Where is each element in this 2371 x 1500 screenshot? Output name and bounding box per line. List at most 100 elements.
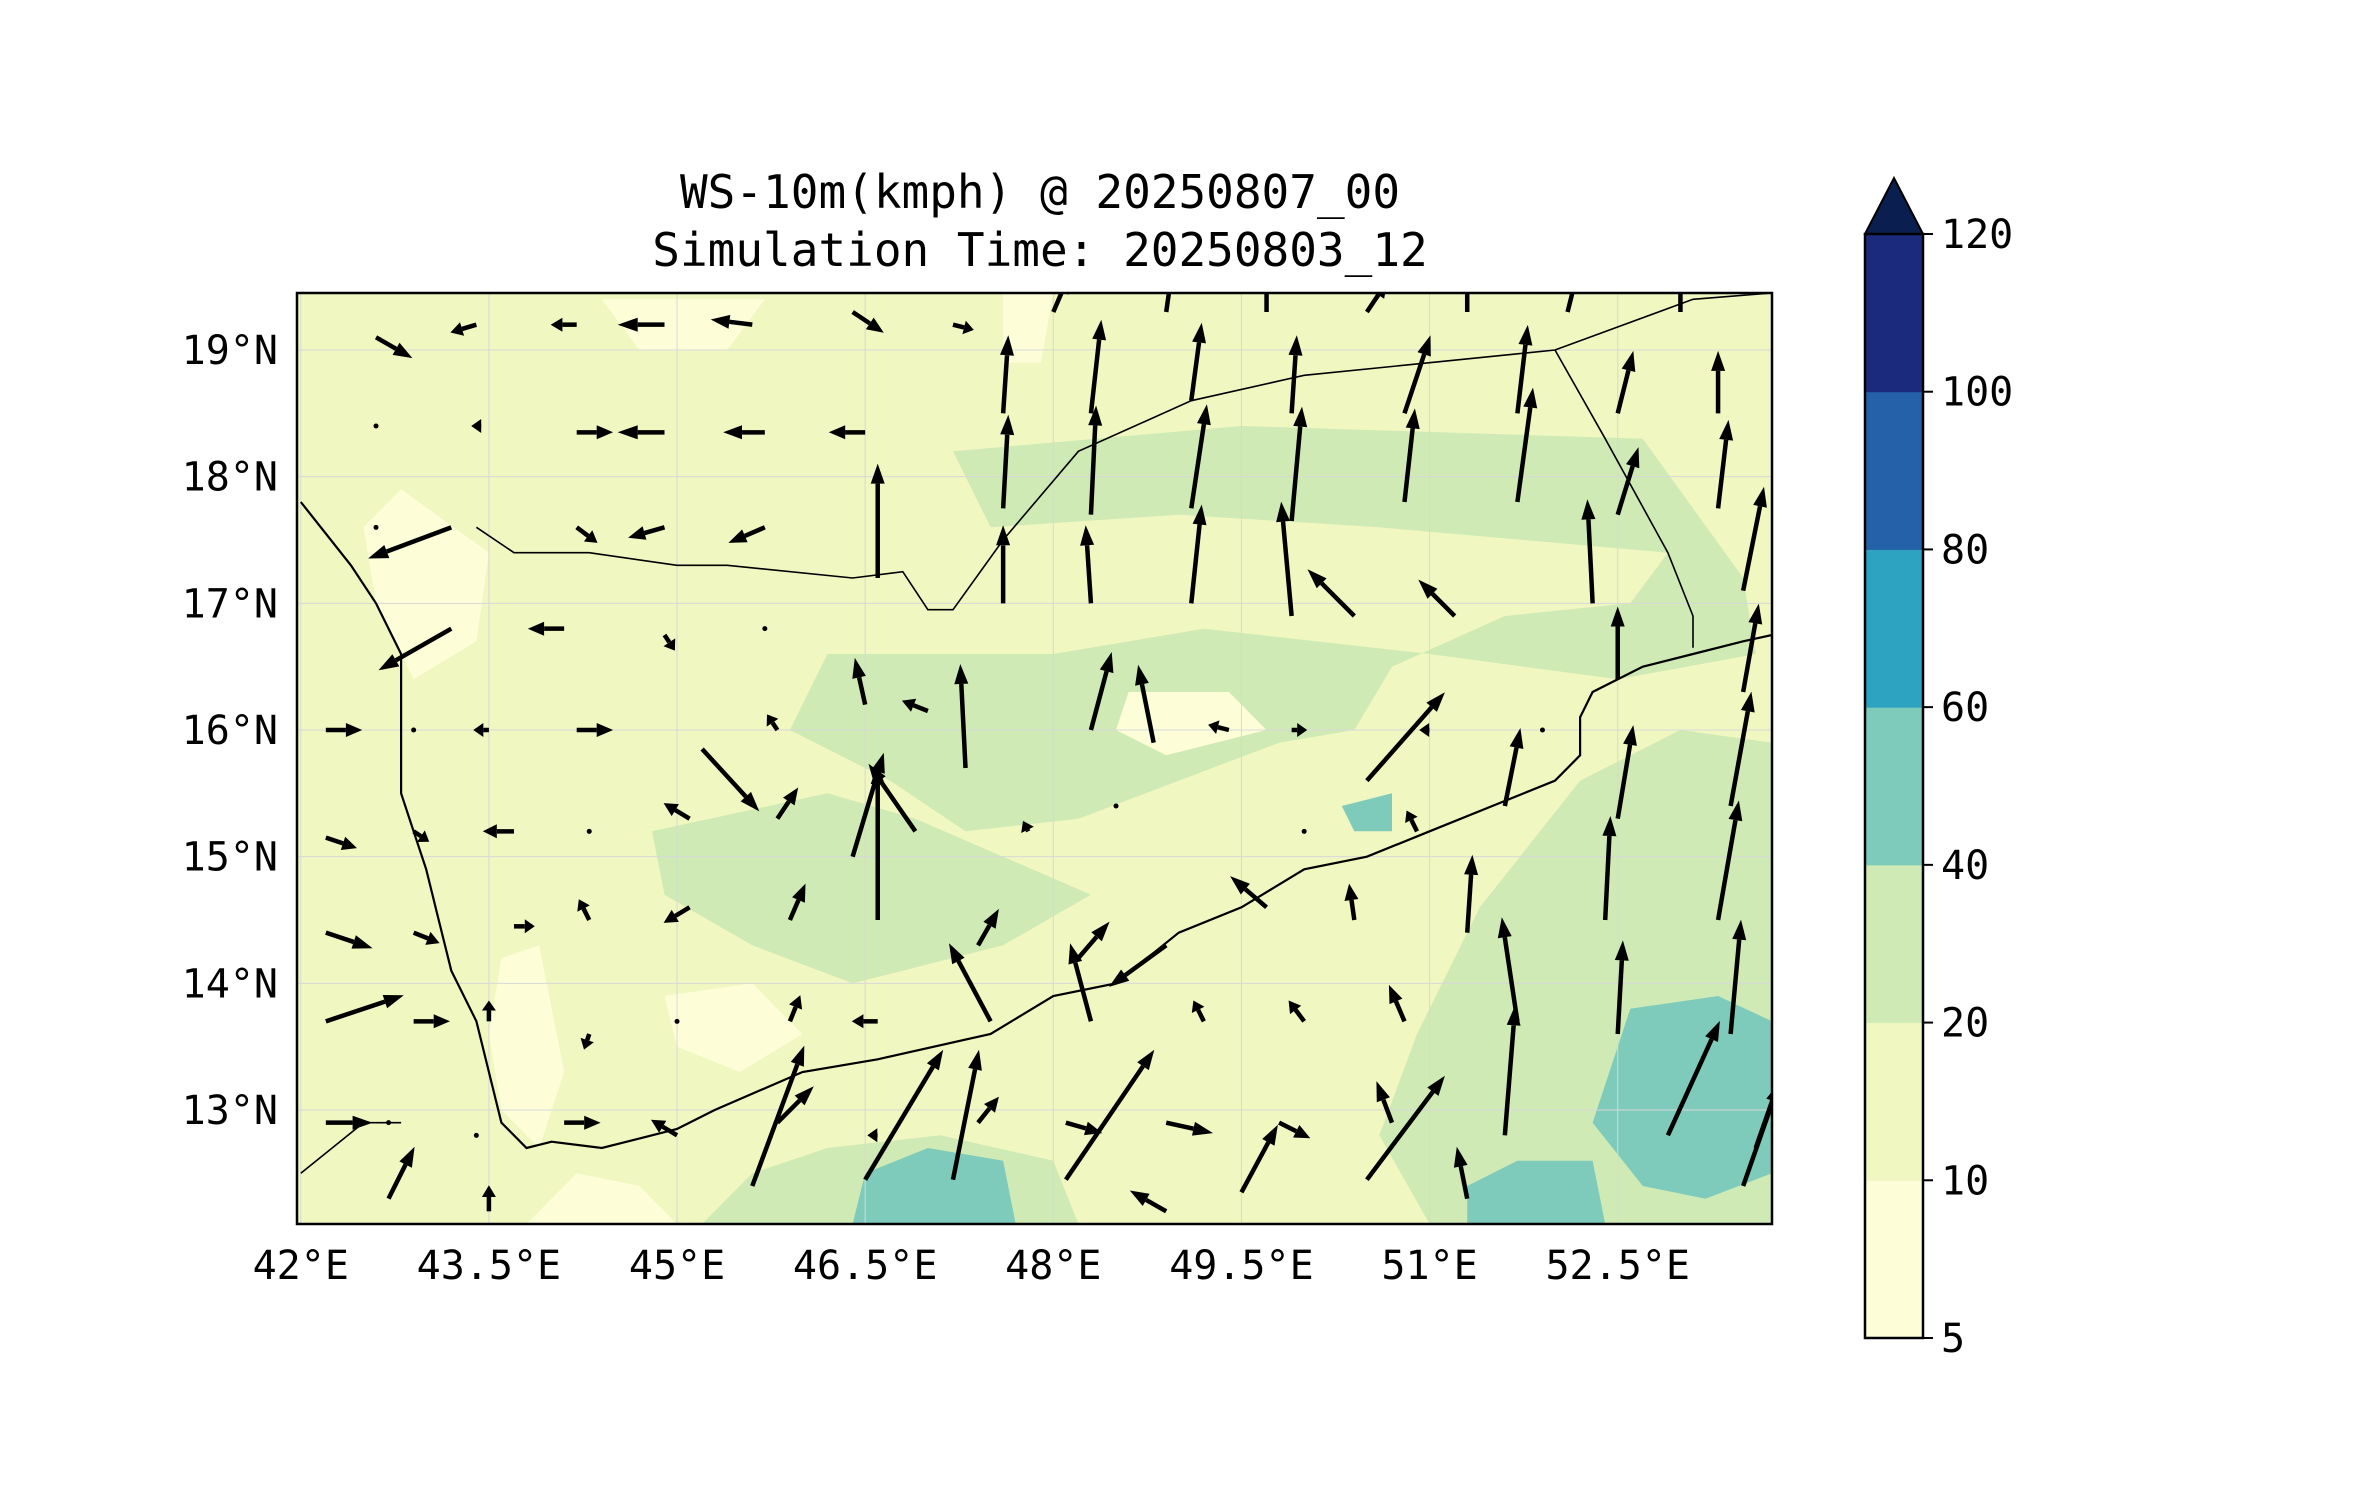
wind-arrow xyxy=(1135,664,1156,744)
wind-arrow xyxy=(700,747,760,812)
colorbar-band xyxy=(1865,864,1923,1024)
wind-arrow xyxy=(1307,569,1356,618)
lat-tick-label: 18°N xyxy=(182,455,278,501)
colorbar-tick-label: 100 xyxy=(1941,370,2013,416)
wind-arrow xyxy=(996,525,1011,604)
wind-vectors xyxy=(325,293,1772,1214)
lon-tick-label: 45°E xyxy=(629,1243,725,1289)
wind-arrow xyxy=(368,525,453,559)
wind-arrow xyxy=(1163,293,1172,313)
wind-arrow xyxy=(1000,414,1015,509)
wind-arrow xyxy=(1614,940,1629,1035)
wind-arrow xyxy=(374,335,413,359)
colorbar-band xyxy=(1865,707,1923,866)
wind-arrow xyxy=(1289,406,1308,522)
wind-arrow xyxy=(564,1115,601,1130)
wind-arrow xyxy=(1208,720,1230,734)
wind-arrow xyxy=(1189,322,1206,401)
colorbar-band xyxy=(1865,234,1923,393)
wind-arrow xyxy=(1615,447,1640,516)
colorbar-extend-arrow xyxy=(1863,175,1925,235)
wind-arrow xyxy=(473,723,489,737)
wind-arrow xyxy=(1565,293,1575,313)
lat-tick-label: 17°N xyxy=(182,581,278,627)
wind-arrow xyxy=(674,1018,680,1024)
wind-arrow xyxy=(663,905,691,923)
wind-arrow xyxy=(386,1146,415,1200)
wind-arrow xyxy=(949,943,993,1023)
wind-arrow xyxy=(412,930,440,945)
wind-arrow xyxy=(976,908,999,947)
wind-arrow xyxy=(1189,504,1207,604)
colorbar-tick-label: 20 xyxy=(1941,1001,1989,1047)
speed-region-5-10 xyxy=(526,1173,677,1224)
wind-arrow xyxy=(1419,723,1430,737)
lat-tick-label: 19°N xyxy=(182,328,278,374)
wind-arrow xyxy=(1464,854,1479,933)
wind-arrow xyxy=(1741,1091,1772,1187)
wind-arrow xyxy=(577,899,592,922)
wind-arrow xyxy=(1264,293,1269,312)
wind-arrow xyxy=(1715,800,1743,921)
wind-arrow xyxy=(1239,1124,1278,1194)
wind-arrow xyxy=(1344,883,1359,921)
colorbar-band xyxy=(1865,1022,1923,1181)
wind-arrow xyxy=(481,1185,496,1212)
wind-arrow xyxy=(1165,1120,1213,1136)
wind-arrow xyxy=(550,317,577,332)
wind-arrow xyxy=(952,320,974,335)
lat-tick-label: 15°N xyxy=(182,835,278,881)
wind-arrow xyxy=(1191,1000,1206,1023)
wind-arrow xyxy=(1402,335,1431,415)
wind-arrow xyxy=(325,930,373,949)
wind-arrow xyxy=(1301,828,1307,834)
wind-arrow xyxy=(1129,1190,1168,1214)
wind-arrow xyxy=(1068,943,1094,1022)
wind-arrow xyxy=(1502,1005,1521,1136)
wind-arrow xyxy=(662,633,676,651)
wind-arrow xyxy=(1581,499,1596,604)
wind-arrow xyxy=(863,1049,944,1181)
speed-region-5-10 xyxy=(363,489,489,680)
wind-arrow xyxy=(1063,1049,1155,1181)
lon-tick-label: 49.5°E xyxy=(1169,1243,1314,1289)
wind-arrow xyxy=(762,626,768,632)
colorbar-band xyxy=(1865,549,1923,708)
lon-tick-label: 42°E xyxy=(253,1243,349,1289)
speed-region-5-10 xyxy=(601,299,765,350)
wind-arrow xyxy=(1515,324,1533,414)
wind-arrow xyxy=(852,657,868,706)
wind-arrow xyxy=(1740,486,1767,592)
wind-arrow xyxy=(766,714,780,732)
lat-tick-label: 16°N xyxy=(182,708,278,754)
wind-arrow xyxy=(1502,728,1524,807)
wind-arrow xyxy=(1109,943,1168,987)
wind-arrow xyxy=(617,425,665,440)
wind-arrow xyxy=(1665,1020,1720,1137)
wind-arrow xyxy=(950,1049,982,1181)
wind-arrow xyxy=(1402,408,1420,503)
wind-arrow xyxy=(1365,293,1386,314)
wind-arrow xyxy=(787,883,806,921)
lon-tick-label: 51°E xyxy=(1381,1243,1477,1289)
wind-arrow xyxy=(1615,350,1636,414)
wind-arrow xyxy=(386,1120,392,1126)
wind-arrow xyxy=(325,995,404,1024)
wind-arrow xyxy=(471,419,482,433)
speed-region-40-60 xyxy=(852,1148,1016,1224)
colorbar-frame xyxy=(1863,232,1925,1340)
speed-region-5-10 xyxy=(1003,293,1054,363)
wind-arrow xyxy=(1365,692,1445,783)
colorbar-band xyxy=(1865,1180,1923,1339)
wind-arrow xyxy=(1189,404,1211,509)
wind-arrow xyxy=(413,1014,450,1029)
wind-arrow xyxy=(576,425,614,440)
wind-arrow xyxy=(1515,387,1538,503)
speed-region-40-60 xyxy=(1592,996,1772,1199)
wind-arrow xyxy=(1602,816,1617,921)
wind-arrow xyxy=(1539,727,1545,733)
wind-arrow xyxy=(373,423,379,429)
map-frame xyxy=(295,291,1774,1226)
wind-arrow xyxy=(867,1128,878,1143)
wind-arrow xyxy=(976,1096,999,1125)
